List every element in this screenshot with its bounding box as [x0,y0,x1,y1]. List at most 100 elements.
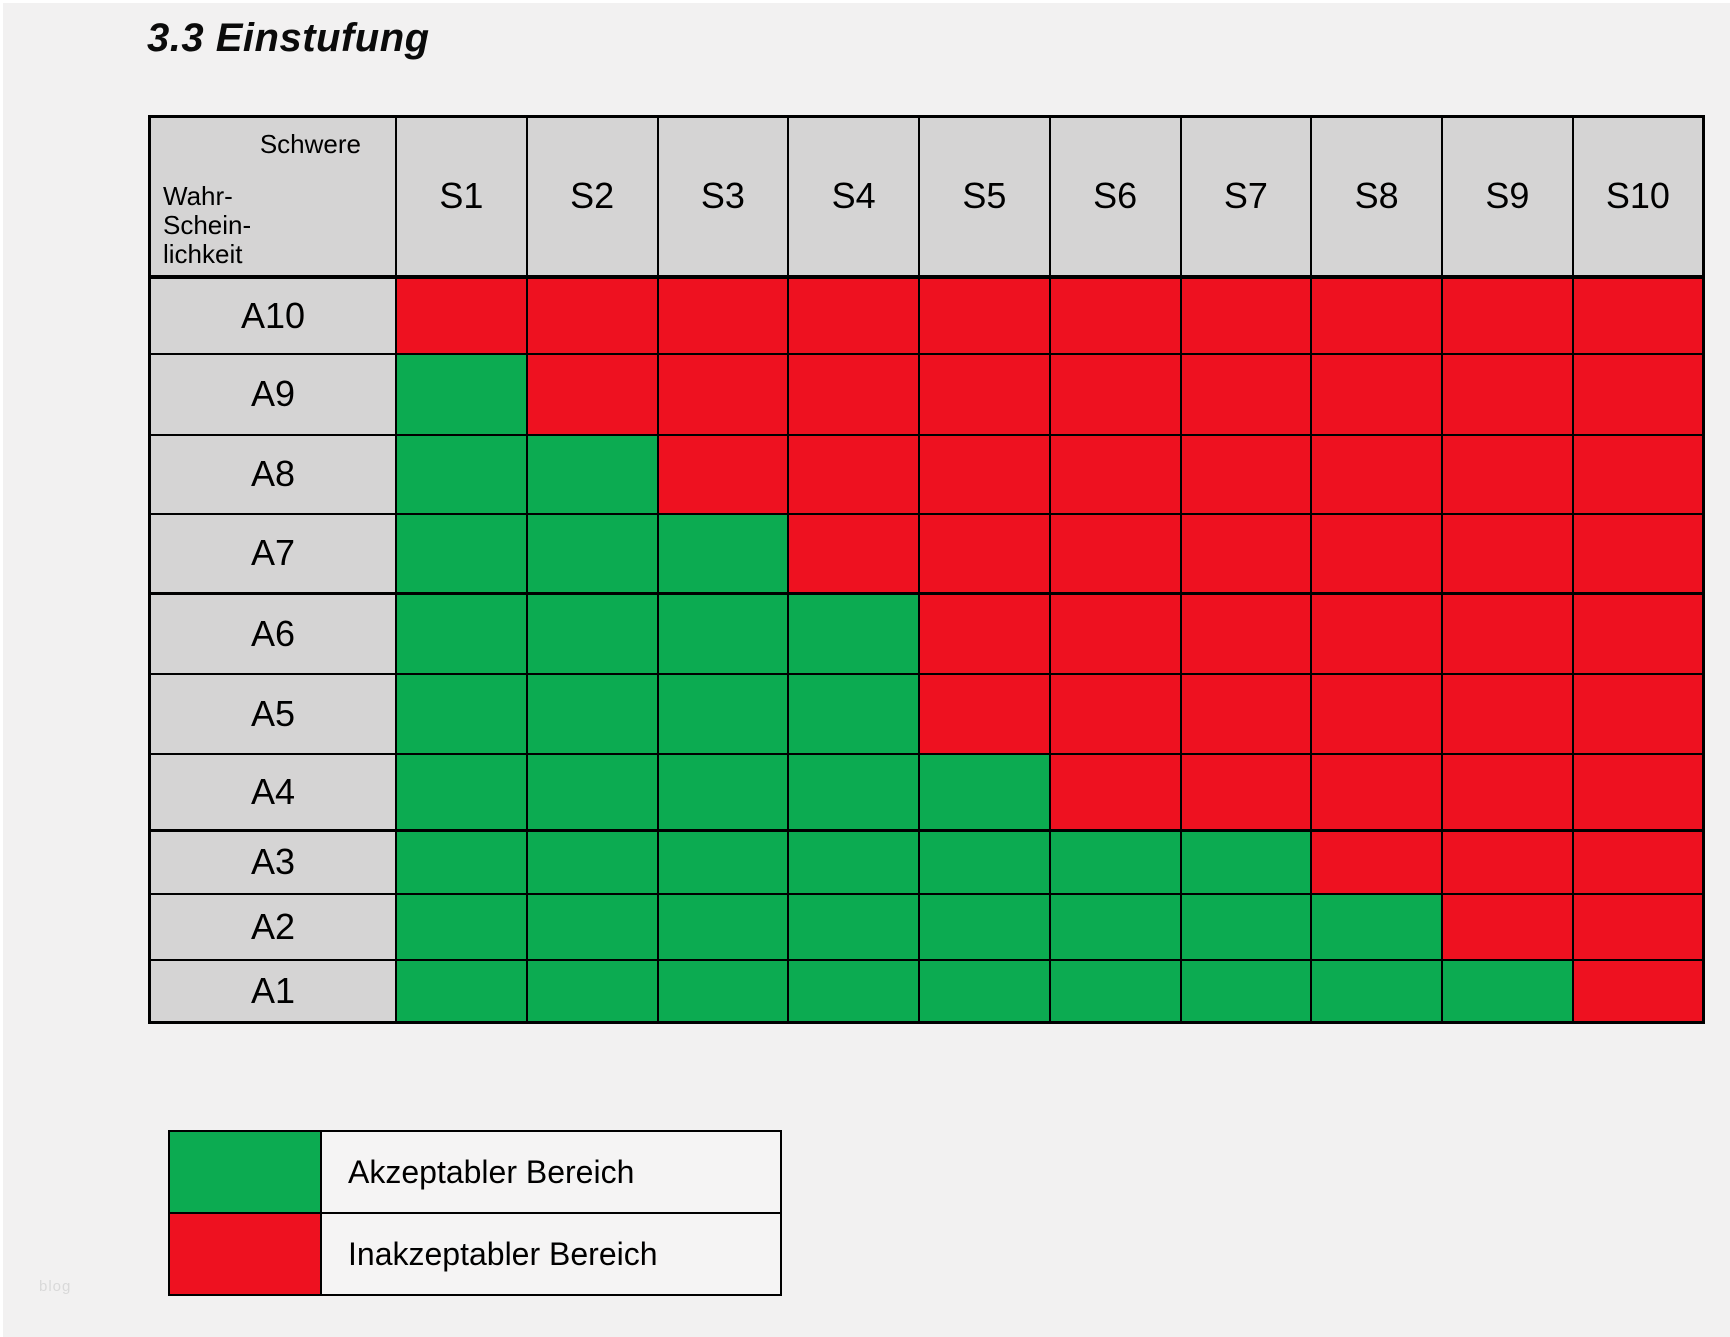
cell-A3-S10 [1571,829,1705,895]
cell-A7-S2 [525,512,659,595]
cell-A8-S5 [918,433,1051,515]
cell-A6-S10 [1571,592,1705,675]
cell-A7-S5 [918,512,1051,595]
cell-A2-S8 [1310,892,1443,961]
cell-A8-S1 [395,433,528,515]
cell-A2-S6 [1048,892,1182,961]
page-edge-highlight-left [0,0,3,1337]
cell-A5-S3 [656,672,790,755]
cell-A8-S6 [1048,433,1182,515]
cell-A5-S1 [395,672,528,755]
cell-A3-S1 [395,829,528,895]
matrix-row-A4: A4 [148,752,1705,832]
cell-A9-S3 [656,352,790,436]
row-header-A2: A2 [148,892,397,961]
cell-A5-S4 [787,672,920,755]
column-header-S5: S5 [918,115,1051,279]
column-header-S8: S8 [1310,115,1443,279]
page-title: 3.3 Einstufung [147,16,430,60]
row-header-A6: A6 [148,592,397,675]
matrix-row-A9: A9 [148,352,1705,436]
cell-A6-S2 [525,592,659,675]
column-header-S10: S10 [1571,115,1705,279]
cell-A5-S9 [1441,672,1574,755]
cell-A1-S3 [656,958,790,1024]
matrix-row-A6: A6 [148,592,1705,675]
row-header-A5: A5 [148,672,397,755]
cell-A1-S7 [1179,958,1313,1024]
column-header-S6: S6 [1048,115,1182,279]
cell-A5-S2 [525,672,659,755]
cell-A8-S8 [1310,433,1443,515]
cell-A2-S4 [787,892,920,961]
cell-A10-S4 [787,275,920,355]
row-header-A3: A3 [148,829,397,895]
cell-A5-S8 [1310,672,1443,755]
cell-A2-S9 [1441,892,1574,961]
cell-A4-S6 [1048,752,1182,832]
cell-A2-S5 [918,892,1051,961]
cell-A10-S3 [656,275,790,355]
cell-A4-S5 [918,752,1051,832]
cell-A6-S3 [656,592,790,675]
cell-A6-S6 [1048,592,1182,675]
cell-A6-S8 [1310,592,1443,675]
cell-A10-S5 [918,275,1051,355]
cell-A10-S6 [1048,275,1182,355]
cell-A3-S3 [656,829,790,895]
cell-A6-S4 [787,592,920,675]
matrix-row-A3: A3 [148,829,1705,895]
column-header-S4: S4 [787,115,920,279]
cell-A2-S10 [1571,892,1705,961]
legend-row-acceptable: Akzeptabler Bereich [170,1132,780,1214]
cell-A3-S8 [1310,829,1443,895]
cell-A1-S6 [1048,958,1182,1024]
cell-A10-S10 [1571,275,1705,355]
cell-A9-S6 [1048,352,1182,436]
cell-A8-S3 [656,433,790,515]
page-edge-highlight-top [0,0,1730,3]
cell-A7-S4 [787,512,920,595]
col-axis-label: Schwere [259,129,361,159]
cell-A5-S5 [918,672,1051,755]
cell-A3-S2 [525,829,659,895]
cell-A10-S8 [1310,275,1443,355]
column-header-S2: S2 [525,115,659,279]
cell-A4-S8 [1310,752,1443,832]
cell-A4-S3 [656,752,790,832]
risk-matrix-header: Schwere Wahr- Schein- lichkeit S1 S2 S3 S4 S5 S… [148,115,1705,279]
cell-A10-S9 [1441,275,1574,355]
cell-A4-S1 [395,752,528,832]
cell-A8-S4 [787,433,920,515]
cell-A1-S8 [1310,958,1443,1024]
cell-A2-S7 [1179,892,1313,961]
cell-A7-S10 [1571,512,1705,595]
cell-A6-S5 [918,592,1051,675]
risk-matrix: Schwere Wahr- Schein- lichkeit S1 S2 S3 S4 S5 S… [148,115,1705,1024]
cell-A4-S2 [525,752,659,832]
cell-A3-S6 [1048,829,1182,895]
watermark: blog [39,1278,72,1295]
cell-A10-S2 [525,275,659,355]
cell-A2-S2 [525,892,659,961]
cell-A8-S7 [1179,433,1313,515]
cell-A1-S10 [1571,958,1705,1024]
risk-matrix-body: A10 A9 A8 A7 A6 A5 A4 A3 A2 A1 [148,275,1705,1024]
cell-A9-S9 [1441,352,1574,436]
cell-A9-S4 [787,352,920,436]
cell-A3-S5 [918,829,1051,895]
matrix-row-A5: A5 [148,672,1705,755]
cell-A9-S8 [1310,352,1443,436]
cell-A7-S3 [656,512,790,595]
cell-A10-S7 [1179,275,1313,355]
row-header-A9: A9 [148,352,397,436]
column-header-S3: S3 [656,115,790,279]
row-header-A4: A4 [148,752,397,832]
matrix-row-A7: A7 [148,512,1705,595]
cell-A3-S4 [787,829,920,895]
column-header-S9: S9 [1441,115,1574,279]
matrix-row-A8: A8 [148,433,1705,515]
matrix-row-A10: A10 [148,275,1705,355]
cell-A4-S7 [1179,752,1313,832]
cell-A2-S1 [395,892,528,961]
